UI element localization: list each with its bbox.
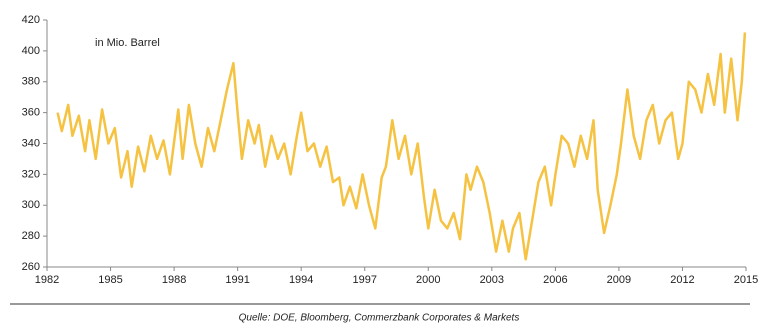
line-series — [56, 32, 747, 261]
x-tick-label: 2012 — [670, 274, 694, 286]
x-tick-label: 2006 — [543, 274, 567, 286]
y-tick-label: 400 — [22, 45, 40, 57]
annotation: in Mio. Barrel — [95, 37, 160, 49]
x-tick-label: 1991 — [225, 274, 249, 286]
x-tick-label: 2009 — [607, 274, 631, 286]
y-tick-label: 300 — [22, 199, 40, 211]
y-tick-label: 420 — [22, 14, 40, 26]
x-tick-label: 2015 — [734, 274, 758, 286]
source: Quelle: DOE, Bloomberg, Commerzbank Corp… — [239, 313, 520, 324]
x-tick-label: 1985 — [98, 274, 122, 286]
x-tick-label: 2003 — [480, 274, 504, 286]
y-tick-label: 280 — [22, 230, 40, 242]
x-tick-label: 1988 — [162, 274, 186, 286]
y-tick-label: 360 — [22, 107, 40, 119]
x-tick-label: 1994 — [289, 274, 313, 286]
x-tick-label: 2000 — [416, 274, 440, 286]
x-tick-label: 1997 — [352, 274, 376, 286]
x-tick-label: 1982 — [35, 274, 59, 286]
y-tick-label: 380 — [22, 76, 40, 88]
y-tick-label: 260 — [22, 261, 40, 273]
y-tick-label: 340 — [22, 137, 40, 149]
y-tick-label: 320 — [22, 168, 40, 180]
